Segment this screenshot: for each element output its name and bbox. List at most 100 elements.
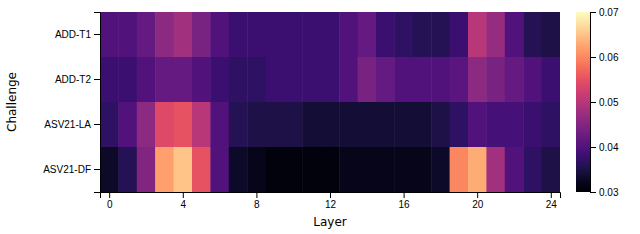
- heatmap-cell: [100, 12, 119, 58]
- heatmap-cell: [542, 147, 560, 192]
- tick: 0: [107, 192, 113, 210]
- tick-mark: [330, 192, 331, 198]
- colorbar-scale: [576, 12, 590, 192]
- heatmap-cell: [431, 12, 450, 58]
- heatmap-cell: [266, 147, 285, 192]
- heatmap-cell: [266, 57, 285, 103]
- heatmap-cell: [358, 57, 377, 103]
- heatmap-cell: [118, 57, 137, 103]
- y-axis: ADD-T1ADD-T2ASV21-LAASV21-DF: [43, 13, 100, 193]
- heatmap-cell: [155, 102, 174, 148]
- heatmap-cell: [155, 12, 174, 58]
- x-axis-title: Layer: [313, 215, 347, 229]
- heatmap-cell: [486, 102, 505, 148]
- heatmap-cell: [486, 147, 505, 192]
- tick-label: 0.03: [599, 187, 619, 198]
- heatmap-cell: [523, 12, 542, 58]
- heatmap-cell: [192, 57, 211, 103]
- heatmap-cell: [468, 57, 487, 103]
- heatmap-cell: [192, 12, 211, 58]
- tick: 20: [472, 192, 484, 210]
- heatmap-cell: [174, 12, 193, 58]
- heatmap-cell: [468, 102, 487, 148]
- tick-label: 16: [399, 199, 411, 210]
- heatmap-cell: [413, 102, 432, 148]
- tick: ASV21-DF: [43, 164, 100, 175]
- y-axis-title: Challenge: [5, 72, 19, 132]
- heatmap-cell: [321, 57, 340, 103]
- heatmap-cell: [450, 57, 469, 103]
- heatmap-cell: [413, 12, 432, 58]
- heatmap-cell: [302, 12, 321, 58]
- tick: 4: [181, 192, 187, 210]
- heatmap-cell: [394, 147, 413, 192]
- heatmap-cell: [174, 57, 193, 103]
- heatmap-cell: [100, 102, 119, 148]
- heatmap-cell: [302, 147, 321, 192]
- tick-mark: [477, 192, 478, 198]
- heatmap-cell: [321, 12, 340, 58]
- heatmap-cell: [505, 57, 524, 103]
- heatmap-cell: [321, 102, 340, 148]
- tick-mark: [590, 147, 596, 148]
- heatmap-cell: [192, 147, 211, 192]
- heatmap-cell: [376, 102, 395, 148]
- tick: 24: [546, 192, 558, 210]
- heatmap-cell: [505, 12, 524, 58]
- tick-label: ADD-T2: [55, 74, 92, 85]
- heatmap-cell: [284, 102, 303, 148]
- heatmap-cell: [376, 12, 395, 58]
- heatmap-cell: [284, 57, 303, 103]
- heatmap-cell: [468, 12, 487, 58]
- heatmap-cell: [210, 102, 229, 148]
- heatmap-cell: [174, 102, 193, 148]
- heatmap-cell: [358, 12, 377, 58]
- heatmap-cell: [266, 102, 285, 148]
- tick-label: 0.04: [599, 142, 619, 153]
- tick: 0.07: [590, 7, 619, 18]
- heatmap-cell: [339, 57, 358, 103]
- heatmap-cell: [100, 57, 119, 103]
- heatmap-cell: [229, 147, 248, 192]
- heatmap-cell: [174, 147, 193, 192]
- tick: 16: [399, 192, 411, 210]
- tick-label: 0.06: [599, 52, 619, 63]
- tick-mark: [590, 57, 596, 58]
- heatmap-cell: [137, 57, 156, 103]
- colorbar-axis: 0.030.040.050.060.07: [590, 7, 619, 198]
- chart: 04812162024ADD-T1ADD-T2ASV21-LAASV21-DFL…: [0, 0, 640, 234]
- heatmap-cell: [192, 102, 211, 148]
- heatmap-cell: [376, 57, 395, 103]
- heatmap-cell: [137, 102, 156, 148]
- tick: ADD-T2: [55, 74, 100, 85]
- tick: ASV21-LA: [44, 119, 100, 130]
- heatmap-cell: [284, 12, 303, 58]
- axis-line: [591, 13, 597, 193]
- x-axis: 04812162024: [101, 192, 561, 210]
- heatmap-cell: [229, 12, 248, 58]
- axis-line: [101, 193, 561, 199]
- heatmap-cell: [413, 147, 432, 192]
- heatmap-cell: [505, 147, 524, 192]
- heatmap-cell: [210, 12, 229, 58]
- heatmap-cell: [247, 102, 266, 148]
- heatmap-cell: [394, 102, 413, 148]
- tick: 0.04: [590, 142, 619, 153]
- plot: 04812162024ADD-T1ADD-T2ASV21-LAASV21-DF: [43, 12, 560, 210]
- heatmap-cell: [118, 147, 137, 192]
- tick-label: 24: [546, 199, 558, 210]
- tick-mark: [590, 192, 596, 193]
- tick: 12: [325, 192, 337, 210]
- heatmap-cell: [505, 102, 524, 148]
- tick-mark: [94, 34, 100, 35]
- tick-label: 0.07: [599, 7, 619, 18]
- tick-label: 20: [472, 199, 484, 210]
- heatmap-cell: [486, 57, 505, 103]
- tick-label: ASV21-LA: [44, 119, 91, 130]
- heatmap-cell: [486, 12, 505, 58]
- heatmap-cell: [247, 57, 266, 103]
- heatmap-cell: [339, 102, 358, 148]
- tick-label: 4: [181, 199, 187, 210]
- heatmap-cell: [229, 57, 248, 103]
- heatmap-cell: [413, 57, 432, 103]
